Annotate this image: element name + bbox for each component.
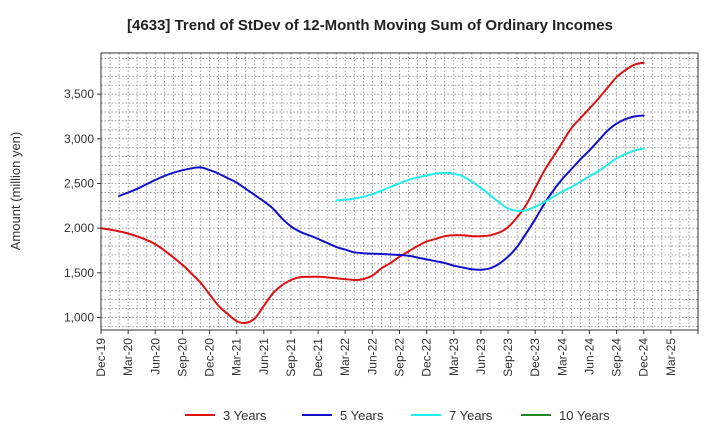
x-tick-label: Dec-19 <box>94 338 108 377</box>
x-tick-label: Dec-21 <box>311 338 325 377</box>
x-tick-label: Mar-21 <box>230 338 244 376</box>
x-axis-ticks: Dec-19 Mar-20 Jun-20 Sep-20 Dec-20 Mar-21 Jun-… <box>94 330 699 377</box>
y-axis-ticks: 1,000 1,500 2,000 2,500 3,000 3,500 <box>64 87 101 324</box>
series-line-7-years <box>335 147 645 212</box>
legend-item-7-years: 7 Years <box>411 408 493 423</box>
x-tick-label: Dec-23 <box>528 338 542 377</box>
x-tick-label: Jun-21 <box>257 338 271 375</box>
legend-label: 7 Years <box>449 408 493 423</box>
series-layer <box>100 61 645 324</box>
legend-item-3-years: 3 Years <box>185 408 267 423</box>
x-tick-label: Mar-22 <box>338 338 352 376</box>
x-tick-label: Dec-24 <box>637 338 651 377</box>
x-tick-label: Sep-20 <box>175 338 189 377</box>
x-tick-label: Mar-20 <box>121 338 135 376</box>
y-tick-label: 2,500 <box>64 176 94 190</box>
legend-label: 10 Years <box>559 408 610 423</box>
series-line-3-years <box>100 61 645 324</box>
x-tick-label: Mar-23 <box>447 338 461 376</box>
series-line-5-years <box>118 114 645 271</box>
x-tick-label: Sep-24 <box>610 338 624 377</box>
x-tick-label: Jun-24 <box>582 338 596 375</box>
x-tick-label: Sep-22 <box>393 338 407 377</box>
legend-item-10-years: 10 Years <box>521 408 610 423</box>
y-tick-label: 2,000 <box>64 221 94 235</box>
y-tick-label: 3,500 <box>64 87 94 101</box>
y-tick-label: 1,500 <box>64 266 94 280</box>
legend-label: 5 Years <box>340 408 384 423</box>
x-tick-label: Sep-21 <box>284 338 298 377</box>
y-tick-label: 1,000 <box>64 310 94 324</box>
x-tick-label: Dec-22 <box>420 338 434 377</box>
x-tick-label: Jun-20 <box>148 338 162 375</box>
legend: 3 Years 5 Years 7 Years 10 Years <box>185 408 610 423</box>
x-tick-label: Dec-20 <box>203 338 217 377</box>
x-tick-label: Sep-23 <box>501 338 515 377</box>
x-tick-label: Jun-22 <box>365 338 379 375</box>
x-tick-label: Mar-24 <box>555 338 569 376</box>
x-tick-label: Jun-23 <box>474 338 488 375</box>
grid-lines <box>101 53 698 330</box>
y-tick-label: 3,000 <box>64 132 94 146</box>
legend-item-5-years: 5 Years <box>302 408 384 423</box>
chart-title: [4633] Trend of StDev of 12-Month Moving… <box>127 17 613 34</box>
x-tick-label: Mar-25 <box>664 338 678 376</box>
legend-label: 3 Years <box>223 408 267 423</box>
y-axis-label: Amount (million yen) <box>8 132 23 251</box>
